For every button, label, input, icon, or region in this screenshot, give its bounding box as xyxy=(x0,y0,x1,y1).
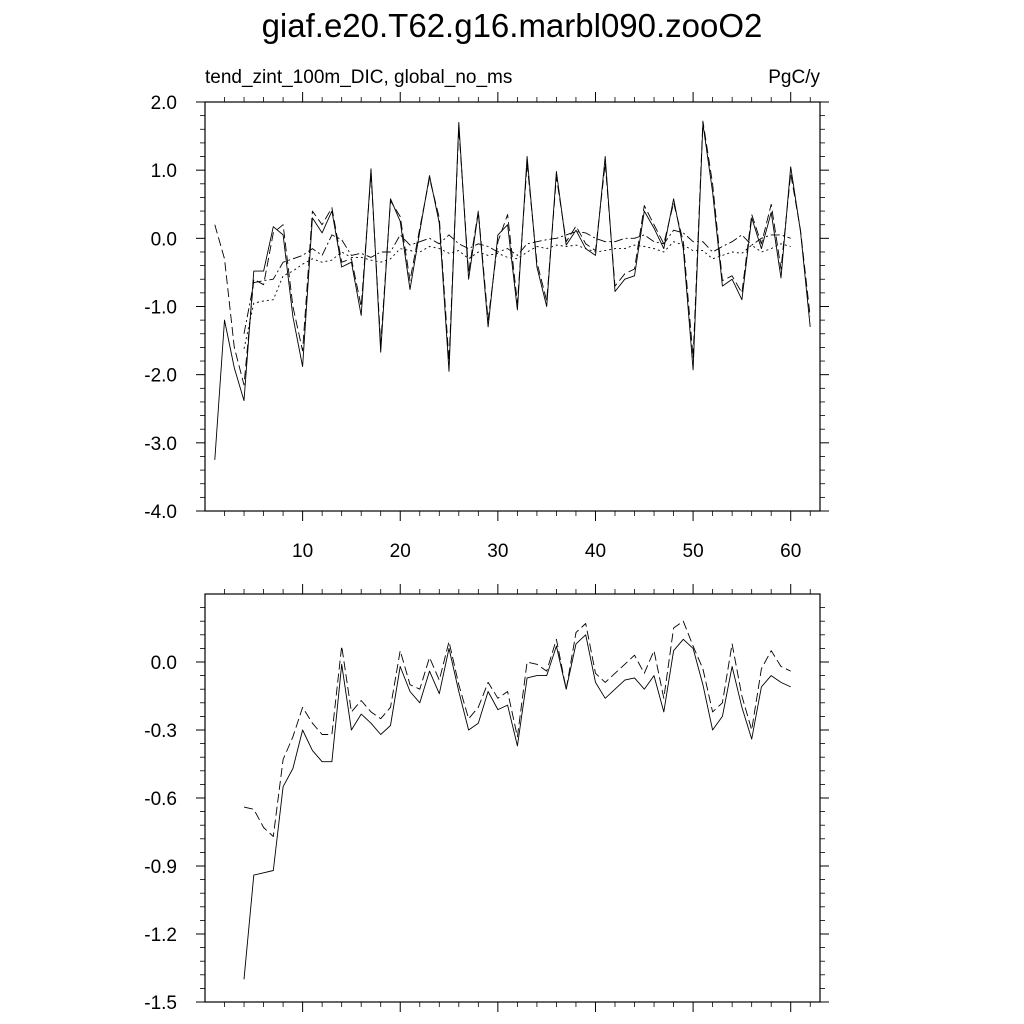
y-tick-label: -0.6 xyxy=(144,789,177,810)
y-tick-label: -1.5 xyxy=(144,993,177,1014)
y-tick-label: -1.0 xyxy=(144,298,177,319)
series-line-dotted xyxy=(243,241,791,349)
x-tick-label: 60 xyxy=(780,541,801,562)
x-tick-label: 40 xyxy=(585,541,606,562)
left-subtitle: tend_zint_100m_DIC, global_no_ms xyxy=(205,67,512,88)
top-panel: -4.0 -3.0 -2.0 -1.0 0.0 1.0 2.0 10 20 30 40 50 60 xyxy=(144,92,829,562)
plot-frame xyxy=(204,593,821,1003)
series-line-solid xyxy=(243,634,791,980)
series-line-dash-dot xyxy=(243,229,791,334)
y-tick-label: -0.3 xyxy=(144,721,177,742)
chart-title: giaf.e20.T62.g16.marbl090.zooO2 xyxy=(262,7,763,44)
units-label: PgC/y xyxy=(768,67,820,88)
y-tick-label: -1.2 xyxy=(144,925,177,946)
y-tick-label: -2.0 xyxy=(144,366,177,387)
y-tick-label: 2.0 xyxy=(151,93,177,114)
x-tick-label: 30 xyxy=(487,541,508,562)
x-tick-label: 50 xyxy=(683,541,704,562)
y-tick-label: -3.0 xyxy=(144,434,177,455)
y-tick-label: -4.0 xyxy=(144,502,177,523)
plot-frame xyxy=(204,101,821,512)
y-tick-label: -0.9 xyxy=(144,857,177,878)
series-line-solid xyxy=(214,121,811,460)
bottom-panel: -1.5 -1.2 -0.9 -0.6 -0.3 0.0 xyxy=(144,584,829,1014)
series-line-dashed xyxy=(214,120,811,386)
series-line-dashed xyxy=(243,620,791,837)
x-tick-label: 10 xyxy=(292,541,313,562)
y-tick-label: 1.0 xyxy=(151,161,177,182)
x-tick-label: 20 xyxy=(390,541,411,562)
y-tick-label: 0.0 xyxy=(151,229,177,250)
y-tick-label: 0.0 xyxy=(151,653,177,674)
